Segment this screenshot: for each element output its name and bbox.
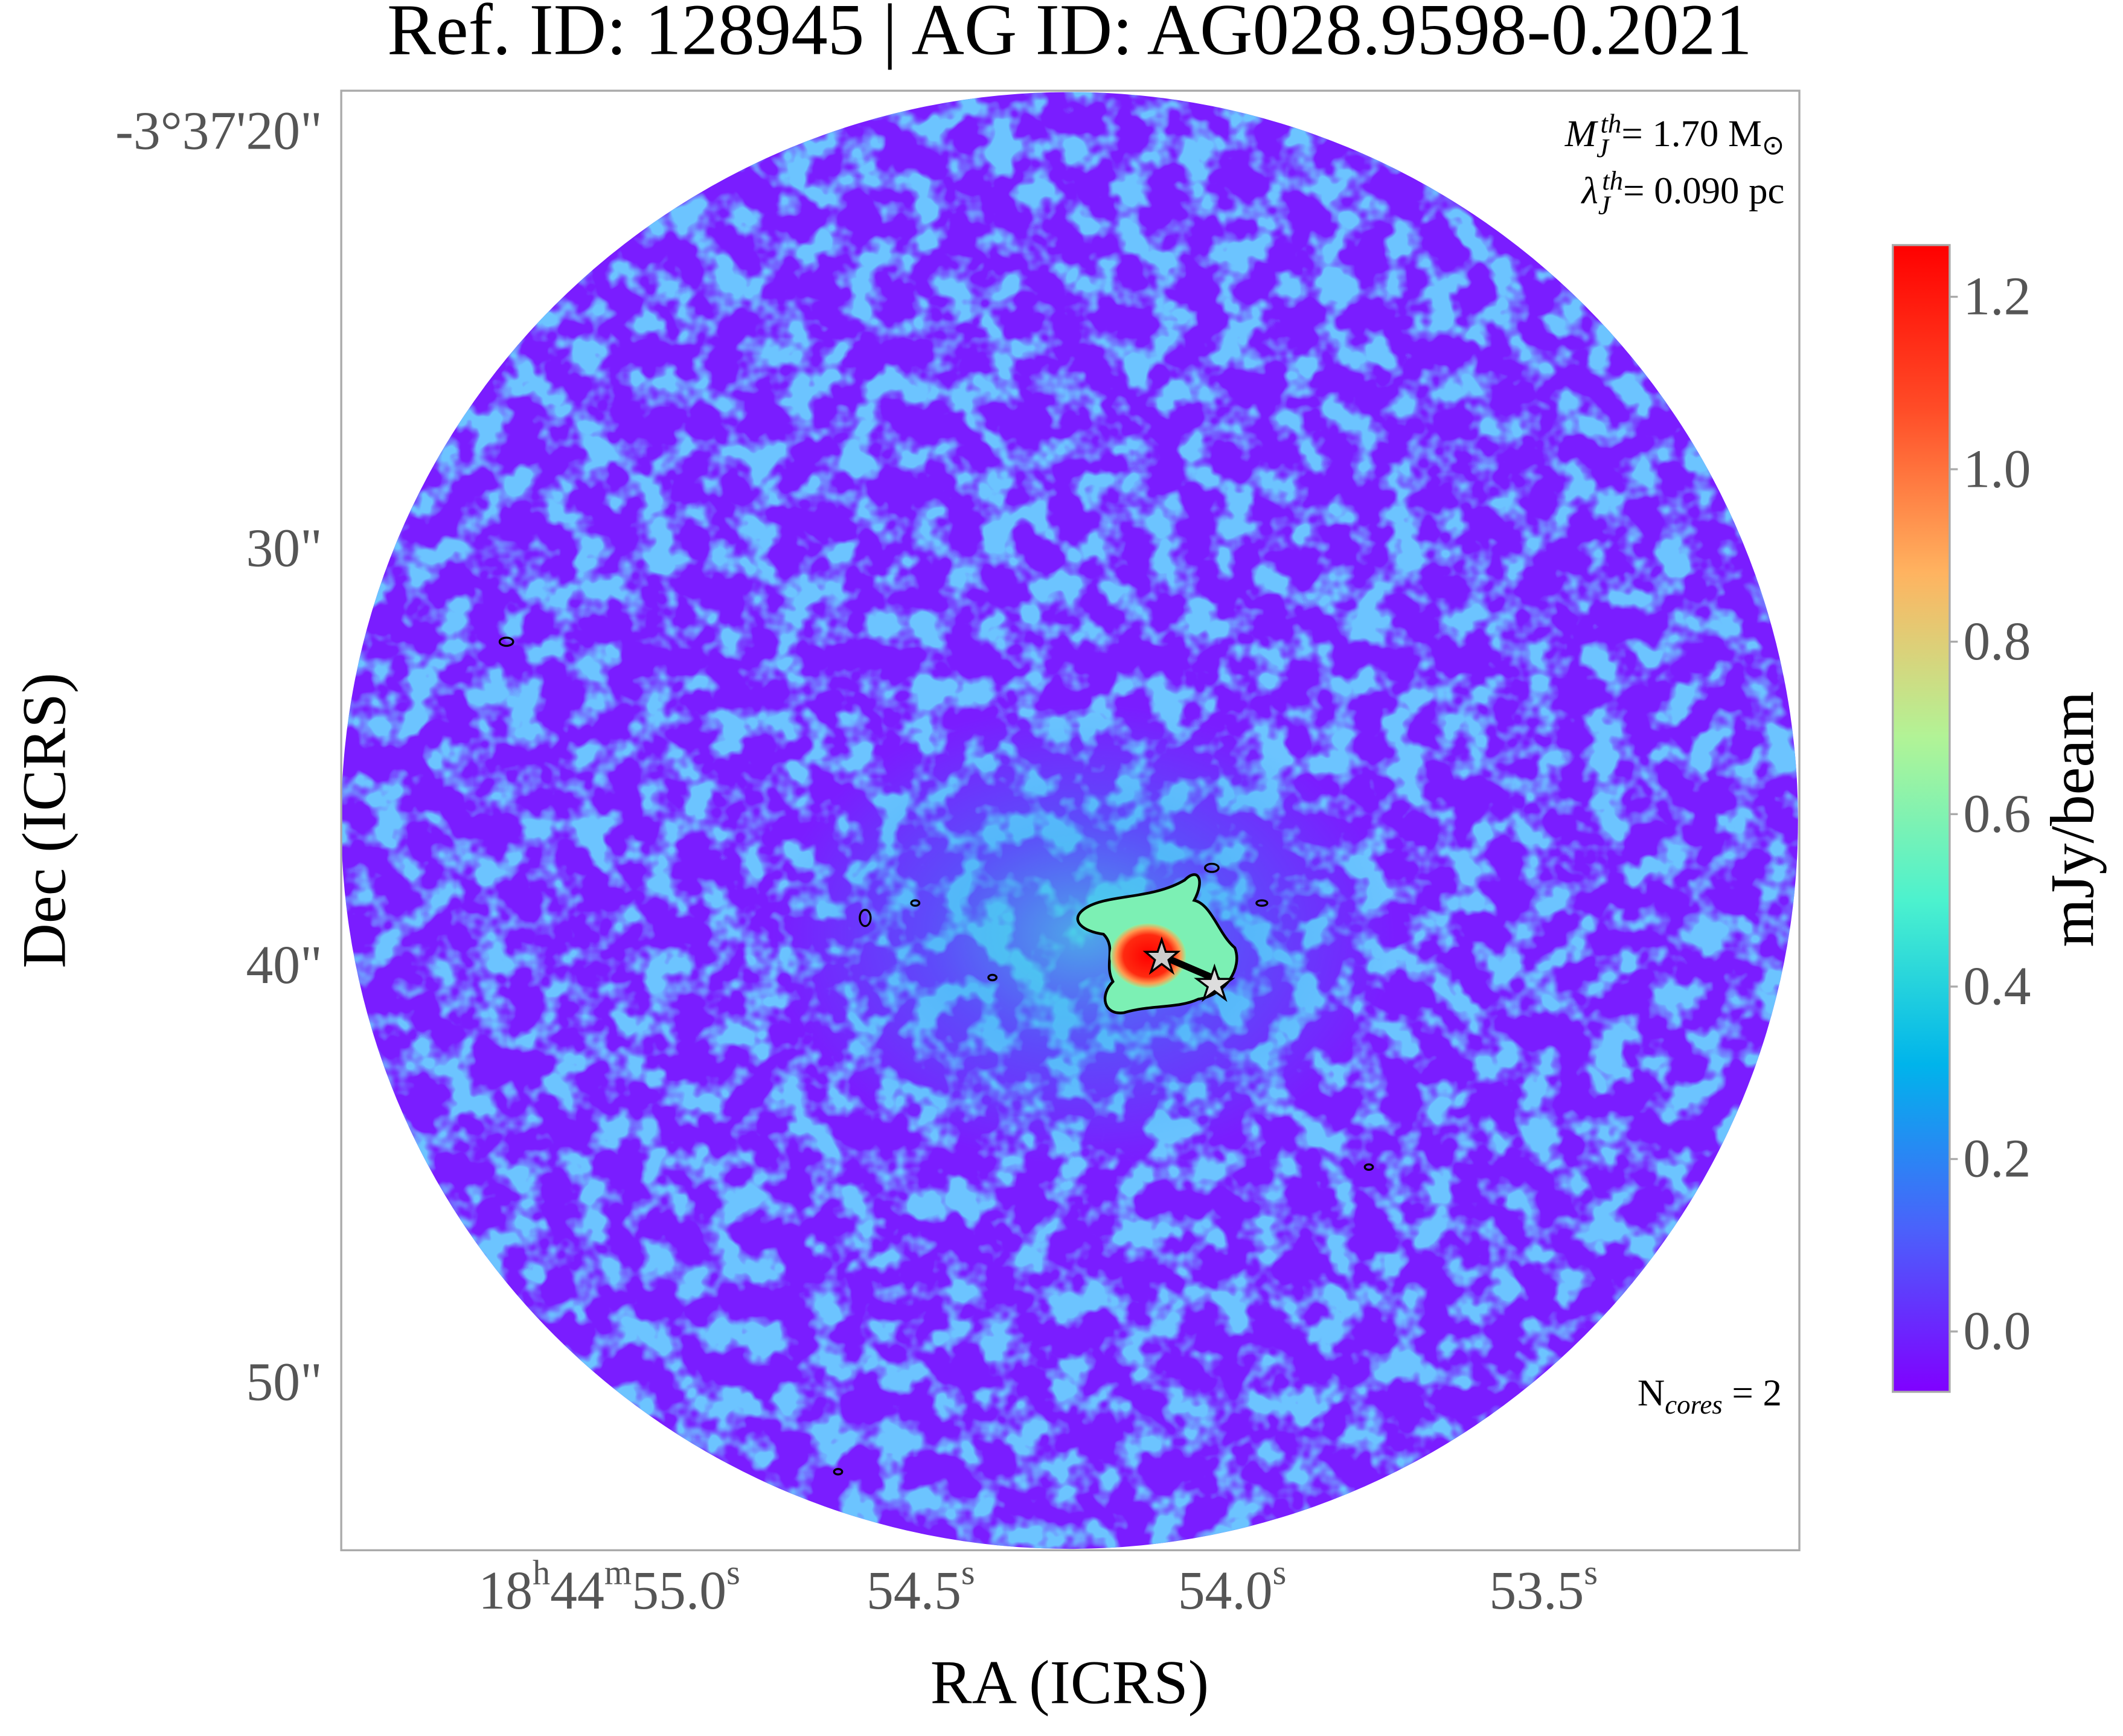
tick-part: h (533, 1552, 550, 1592)
ann-part: = 1.70 M (1621, 112, 1761, 155)
small-contours (498, 636, 1374, 1476)
map (340, 89, 1801, 1552)
ann-part: cores (1665, 1389, 1722, 1420)
n-cores: Ncores = 2 (1638, 1371, 1782, 1419)
y-tick-label: 40" (246, 935, 322, 995)
y-tick-label: -3°37'20" (115, 101, 322, 161)
ann-part: th (1602, 165, 1623, 196)
tick-part: 18 (478, 1561, 533, 1621)
colorbar-tick-label: 0.2 (1963, 1129, 2031, 1189)
core-star (1142, 936, 1181, 975)
tick-part: s (726, 1552, 740, 1592)
colorbar: 0.0 0.2 0.4 0.6 0.8 1.0 1.2 (1892, 244, 2031, 1393)
tick-part: 44 (550, 1561, 604, 1621)
tick-part: 53.5 (1489, 1561, 1584, 1621)
colorbar-tick-label: 1.0 (1963, 439, 2031, 499)
core-link (1160, 952, 1220, 984)
title: Ref. ID: 128945 | AG ID: AG028.9598-0.20… (387, 0, 1752, 71)
ann-part: = 0.090 pc (1623, 169, 1784, 211)
tick-part: s (1584, 1552, 1598, 1592)
ann-part: λ (1581, 169, 1598, 211)
colorbar-tick-label: 0.0 (1963, 1301, 2031, 1361)
plot-frame (340, 89, 1801, 1552)
x-tick-label: 18h44m55.0s (478, 1552, 740, 1620)
colorbar-scale (1892, 244, 1951, 1393)
jeans-length: λJth= 0.090 pc (1581, 165, 1785, 220)
y-axis-label: Dec (ICRS) (10, 673, 79, 969)
ann-part: = 2 (1723, 1371, 1782, 1414)
ann-part: J (1598, 190, 1612, 220)
ann-part: M (1564, 112, 1599, 155)
core-star (1194, 963, 1235, 1002)
y-ticks: -3°37'20" 30" 40" 50" (115, 101, 322, 1412)
x-tick-label: 54.5s (866, 1552, 975, 1620)
x-axis-label: RA (ICRS) (930, 1648, 1209, 1717)
colorbar-tick-label: 0.6 (1963, 784, 2031, 844)
x-ticks: 18h44m55.0s 54.5s 54.0s 53.5s (478, 1552, 1598, 1620)
ann-part: J (1596, 133, 1610, 163)
colorbar-tick-label: 0.4 (1963, 956, 2031, 1016)
colorbar-tick-label: 0.8 (1963, 612, 2031, 671)
tick-part: s (961, 1552, 975, 1592)
emission-glow (772, 703, 1395, 1165)
y-tick-label: 50" (246, 1352, 322, 1412)
ann-part: th (1600, 109, 1621, 139)
y-tick-label: 30" (246, 518, 322, 578)
core-peak (1110, 923, 1186, 988)
tick-part: s (1273, 1552, 1287, 1592)
x-tick-label: 53.5s (1489, 1552, 1598, 1620)
x-tick-label: 54.0s (1178, 1552, 1287, 1620)
tick-part: m (604, 1552, 632, 1592)
jeans-mass: MJth= 1.70 M⊙ (1564, 109, 1785, 163)
ann-part: ⊙ (1762, 129, 1785, 161)
ann-part: N (1638, 1371, 1665, 1414)
tick-part: 54.0 (1178, 1561, 1273, 1621)
tick-part: 55.0 (632, 1561, 726, 1621)
tick-part: 54.5 (866, 1561, 961, 1621)
colorbar-label: mJy/beam (2038, 691, 2107, 947)
colorbar-tick-label: 1.2 (1963, 267, 2031, 327)
